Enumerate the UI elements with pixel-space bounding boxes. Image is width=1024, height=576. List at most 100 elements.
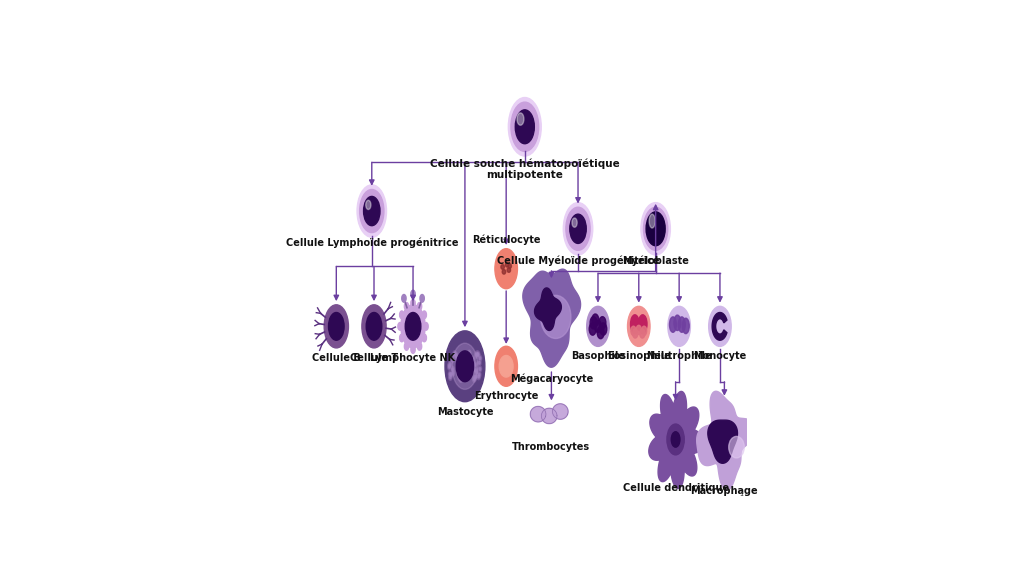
Ellipse shape bbox=[709, 306, 731, 346]
Ellipse shape bbox=[452, 370, 455, 376]
Ellipse shape bbox=[729, 437, 744, 458]
Ellipse shape bbox=[636, 325, 641, 335]
Ellipse shape bbox=[477, 372, 481, 378]
Ellipse shape bbox=[455, 354, 457, 357]
Ellipse shape bbox=[401, 294, 407, 302]
Text: Cellule T: Cellule T bbox=[350, 353, 398, 363]
Ellipse shape bbox=[478, 375, 479, 378]
Ellipse shape bbox=[473, 362, 476, 368]
Ellipse shape bbox=[649, 214, 655, 228]
Ellipse shape bbox=[459, 376, 461, 379]
Ellipse shape bbox=[466, 367, 468, 370]
Ellipse shape bbox=[640, 329, 645, 338]
Text: Eosinophile: Eosinophile bbox=[607, 351, 671, 362]
Ellipse shape bbox=[477, 354, 479, 357]
Ellipse shape bbox=[478, 373, 480, 376]
Ellipse shape bbox=[462, 372, 465, 378]
Ellipse shape bbox=[449, 371, 452, 377]
Ellipse shape bbox=[454, 353, 456, 355]
Ellipse shape bbox=[476, 351, 479, 357]
Ellipse shape bbox=[462, 370, 463, 373]
Ellipse shape bbox=[515, 110, 535, 144]
Ellipse shape bbox=[472, 363, 475, 370]
Ellipse shape bbox=[455, 353, 458, 359]
Ellipse shape bbox=[468, 352, 470, 355]
Ellipse shape bbox=[476, 353, 478, 355]
Ellipse shape bbox=[359, 190, 384, 233]
Ellipse shape bbox=[477, 359, 481, 366]
Ellipse shape bbox=[505, 263, 509, 267]
Ellipse shape bbox=[451, 373, 452, 376]
Ellipse shape bbox=[453, 351, 457, 357]
Ellipse shape bbox=[463, 354, 466, 360]
Ellipse shape bbox=[472, 365, 474, 368]
Ellipse shape bbox=[367, 313, 382, 340]
Ellipse shape bbox=[462, 358, 465, 364]
Ellipse shape bbox=[464, 353, 466, 355]
Polygon shape bbox=[696, 391, 756, 490]
Ellipse shape bbox=[587, 306, 609, 346]
Ellipse shape bbox=[478, 366, 481, 372]
Ellipse shape bbox=[566, 207, 590, 251]
Ellipse shape bbox=[589, 323, 596, 335]
Ellipse shape bbox=[420, 294, 424, 302]
Polygon shape bbox=[530, 407, 546, 422]
Ellipse shape bbox=[466, 366, 469, 372]
Polygon shape bbox=[553, 404, 568, 419]
Ellipse shape bbox=[399, 334, 403, 342]
Ellipse shape bbox=[418, 343, 422, 350]
Ellipse shape bbox=[500, 355, 513, 377]
Ellipse shape bbox=[457, 372, 461, 378]
Ellipse shape bbox=[450, 373, 451, 376]
Ellipse shape bbox=[451, 358, 453, 362]
Ellipse shape bbox=[457, 370, 460, 376]
Ellipse shape bbox=[472, 364, 474, 367]
Ellipse shape bbox=[633, 329, 638, 338]
Polygon shape bbox=[708, 420, 737, 463]
Ellipse shape bbox=[465, 361, 467, 363]
Ellipse shape bbox=[447, 363, 452, 369]
Ellipse shape bbox=[450, 376, 452, 379]
Ellipse shape bbox=[406, 313, 421, 340]
Ellipse shape bbox=[517, 113, 524, 125]
Ellipse shape bbox=[541, 295, 571, 339]
Ellipse shape bbox=[450, 372, 453, 378]
Ellipse shape bbox=[507, 268, 511, 272]
Ellipse shape bbox=[597, 327, 604, 339]
Ellipse shape bbox=[449, 366, 451, 369]
Ellipse shape bbox=[474, 374, 478, 380]
Ellipse shape bbox=[463, 360, 466, 366]
Ellipse shape bbox=[470, 357, 472, 361]
Ellipse shape bbox=[422, 334, 426, 342]
Ellipse shape bbox=[460, 377, 462, 380]
Ellipse shape bbox=[468, 350, 471, 357]
Ellipse shape bbox=[511, 102, 539, 151]
Ellipse shape bbox=[672, 432, 680, 447]
Ellipse shape bbox=[467, 371, 469, 374]
Ellipse shape bbox=[471, 363, 475, 369]
Ellipse shape bbox=[495, 249, 517, 289]
Text: Cellule souche hématopoïétique
multipotente: Cellule souche hématopoïétique multipote… bbox=[430, 158, 620, 180]
Ellipse shape bbox=[466, 369, 470, 376]
Ellipse shape bbox=[477, 373, 480, 380]
Ellipse shape bbox=[452, 372, 454, 374]
Ellipse shape bbox=[466, 357, 467, 360]
Ellipse shape bbox=[451, 373, 452, 376]
Ellipse shape bbox=[479, 357, 481, 360]
Text: Erythrocyte: Erythrocyte bbox=[474, 391, 539, 401]
Ellipse shape bbox=[458, 373, 460, 376]
Ellipse shape bbox=[569, 214, 587, 244]
Ellipse shape bbox=[452, 343, 478, 389]
Ellipse shape bbox=[459, 370, 463, 376]
Ellipse shape bbox=[462, 374, 464, 377]
Ellipse shape bbox=[474, 367, 477, 373]
Ellipse shape bbox=[502, 270, 506, 274]
Ellipse shape bbox=[474, 363, 475, 366]
Ellipse shape bbox=[475, 352, 478, 358]
Ellipse shape bbox=[631, 315, 639, 334]
Ellipse shape bbox=[411, 290, 415, 298]
Ellipse shape bbox=[670, 317, 677, 332]
Text: Mégacaryocyte: Mégacaryocyte bbox=[510, 373, 593, 384]
Ellipse shape bbox=[467, 361, 471, 367]
Text: Réticulocyte: Réticulocyte bbox=[472, 234, 541, 245]
